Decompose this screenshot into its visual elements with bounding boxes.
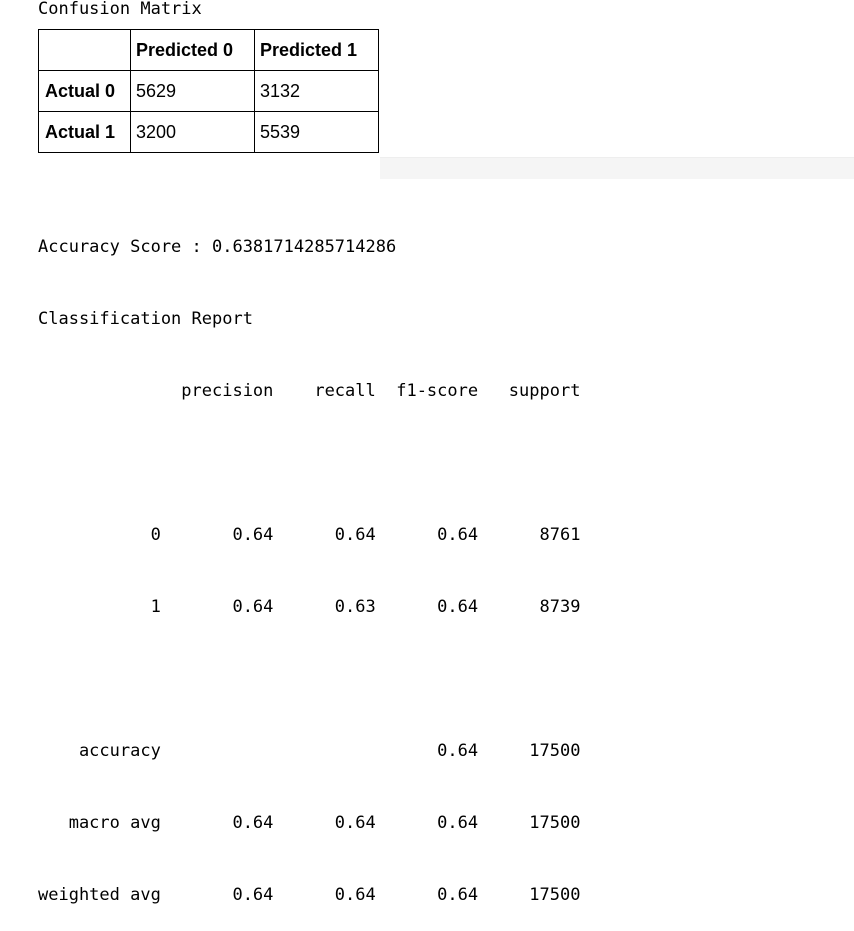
report-line: 1 0.64 0.63 0.64 8739 [38, 597, 581, 617]
report-line: 0 0.64 0.64 0.64 8761 [38, 525, 581, 545]
classification-report-output: Accuracy Score : 0.6381714285714286 Clas… [38, 187, 580, 931]
cell-actual0-pred0: 5629 [130, 70, 255, 112]
report-line: macro avg 0.64 0.64 0.64 17500 [38, 813, 581, 833]
report-line: Accuracy Score : 0.6381714285714286 [38, 237, 397, 257]
cell-actual1-pred1: 5539 [254, 111, 379, 153]
report-line: accuracy 0.64 17500 [38, 741, 581, 761]
row-header-actual-1: Actual 1 [38, 111, 131, 153]
column-header-predicted-0: Predicted 0 [130, 29, 255, 71]
report-line: Classification Report [38, 309, 253, 329]
report-line [38, 451, 580, 475]
table-row: Actual 1 3200 5539 [38, 111, 379, 153]
confusion-matrix-title: Confusion Matrix [38, 0, 202, 19]
table-row: Actual 0 5629 3132 [38, 70, 379, 112]
report-line [38, 667, 580, 691]
cell-actual0-pred1: 3132 [254, 70, 379, 112]
confusion-matrix-table: Predicted 0 Predicted 1 Actual 0 5629 31… [38, 29, 379, 153]
table-header-row: Predicted 0 Predicted 1 [38, 29, 379, 71]
corner-cell [38, 29, 131, 71]
output-separator [380, 157, 854, 179]
column-header-predicted-1: Predicted 1 [254, 29, 379, 71]
report-line: precision recall f1-score support [38, 381, 581, 401]
report-line: weighted avg 0.64 0.64 0.64 17500 [38, 885, 581, 905]
row-header-actual-0: Actual 0 [38, 70, 131, 112]
cell-actual1-pred0: 3200 [130, 111, 255, 153]
